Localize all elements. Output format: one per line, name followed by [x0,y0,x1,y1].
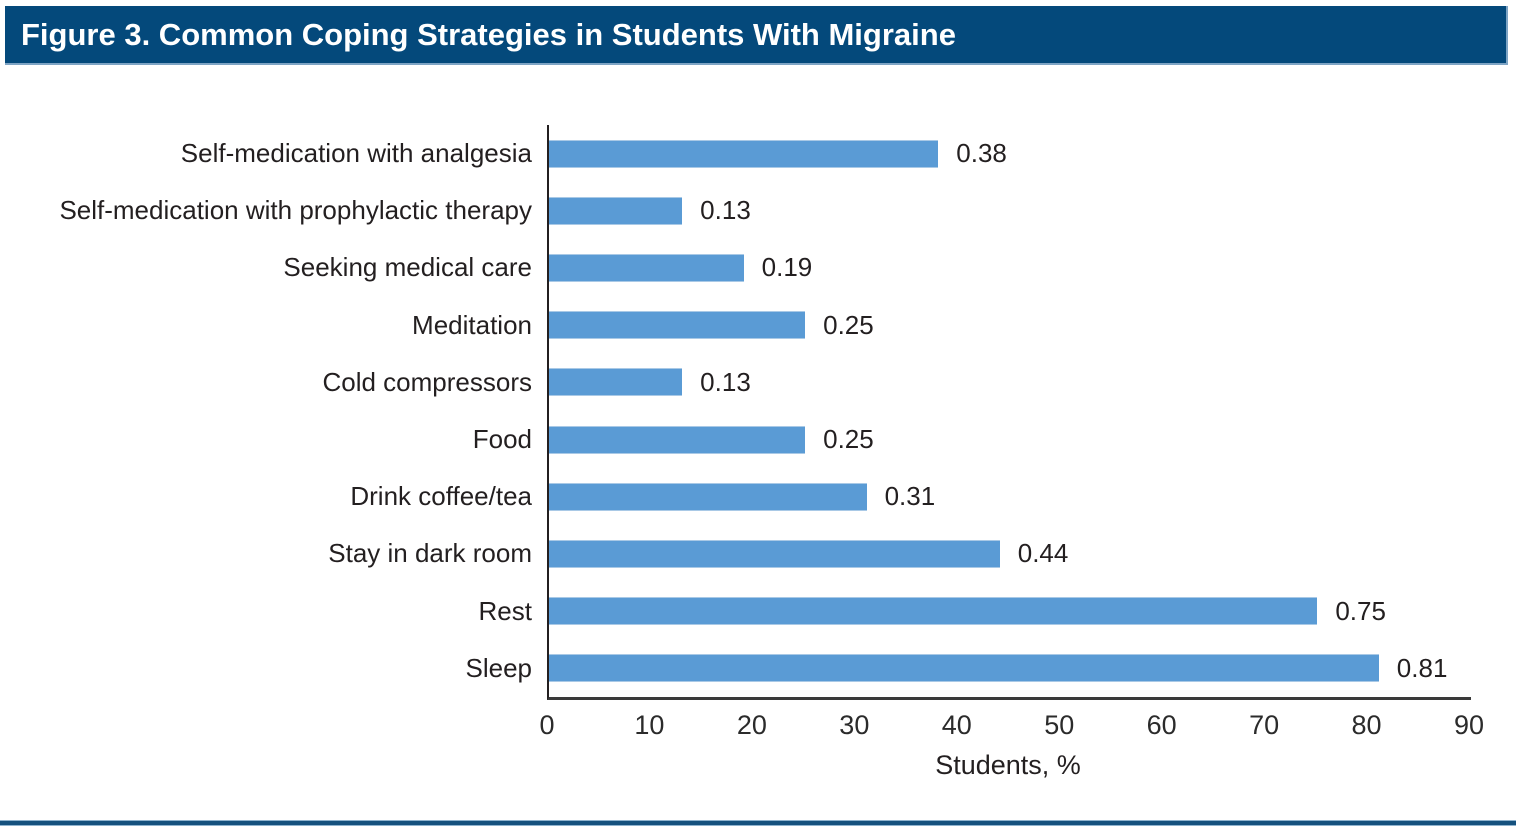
bar-row: Self-medication with analgesia 0.38 [181,125,1471,182]
bar-row: Sleep 0.81 [466,640,1471,697]
bar-row: Stay in dark room 0.44 [328,525,1471,582]
category-label: Meditation [412,309,532,340]
category-label: Self-medication with prophylactic therap… [59,195,532,226]
bar-row: Meditation 0.25 [412,297,1471,354]
x-tick-label: 50 [1044,709,1075,740]
bar [549,253,744,282]
bar-row: Rest 0.75 [479,583,1471,640]
category-label: Sleep [465,652,533,683]
bar [549,425,806,454]
bar-row: Cold compressors 0.13 [322,354,1471,411]
figure-title-bar: Figure 3. Common Coping Strategies in St… [5,6,1508,65]
x-axis-ticks: 0 10 20 30 40 50 60 70 80 90 [539,700,1484,742]
plot-area: Self-medication with analgesia 0.38 Self-m… [59,125,1471,700]
bar [549,196,683,225]
x-tick-label: 10 [634,709,665,740]
category-label: Stay in dark room [328,538,532,569]
value-label: 0.31 [884,481,936,512]
x-tick-label: 80 [1351,709,1382,740]
category-label: Cold compressors [322,366,532,397]
value-label: 0.38 [956,138,1007,169]
value-label: 0.25 [823,424,874,455]
value-label: 0.25 [823,309,874,340]
value-label: 0.44 [1017,538,1069,569]
bar [549,654,1379,683]
category-label: Rest [478,595,532,626]
x-tick-label: 30 [839,709,870,740]
bar-row: Food 0.25 [473,411,1471,468]
x-tick-label: 70 [1249,709,1280,740]
value-label: 0.13 [700,195,751,226]
value-label: 0.13 [700,366,751,397]
bar [549,597,1318,626]
bottom-divider [0,820,1516,826]
value-label: 0.81 [1396,652,1448,683]
bar [549,539,1000,568]
bar [549,368,683,397]
x-tick-label: 90 [1453,709,1485,740]
bar [549,311,806,340]
bar [549,482,867,511]
x-axis-label: Students, % [935,749,1081,780]
bar-chart: Self-medication with analgesia 0.38 Self-m… [0,125,1516,781]
category-label: Drink coffee/tea [350,481,532,512]
x-tick-label: 20 [736,709,767,740]
figure-title: Figure 3. Common Coping Strategies in St… [21,16,956,52]
bar-row: Drink coffee/tea 0.31 [350,468,1471,525]
x-tick-label: 0 [539,709,555,740]
bar-row: Seeking medical care 0.19 [283,239,1471,296]
bar-row: Self-medication with prophylactic therap… [59,182,1471,239]
category-label: Food [472,424,532,455]
category-label: Seeking medical care [283,252,532,283]
value-label: 0.19 [761,252,813,283]
category-label: Self-medication with analgesia [180,138,532,169]
bar [549,139,939,168]
x-tick-label: 40 [941,709,972,740]
value-label: 0.75 [1335,595,1386,626]
x-tick-label: 60 [1146,709,1177,740]
